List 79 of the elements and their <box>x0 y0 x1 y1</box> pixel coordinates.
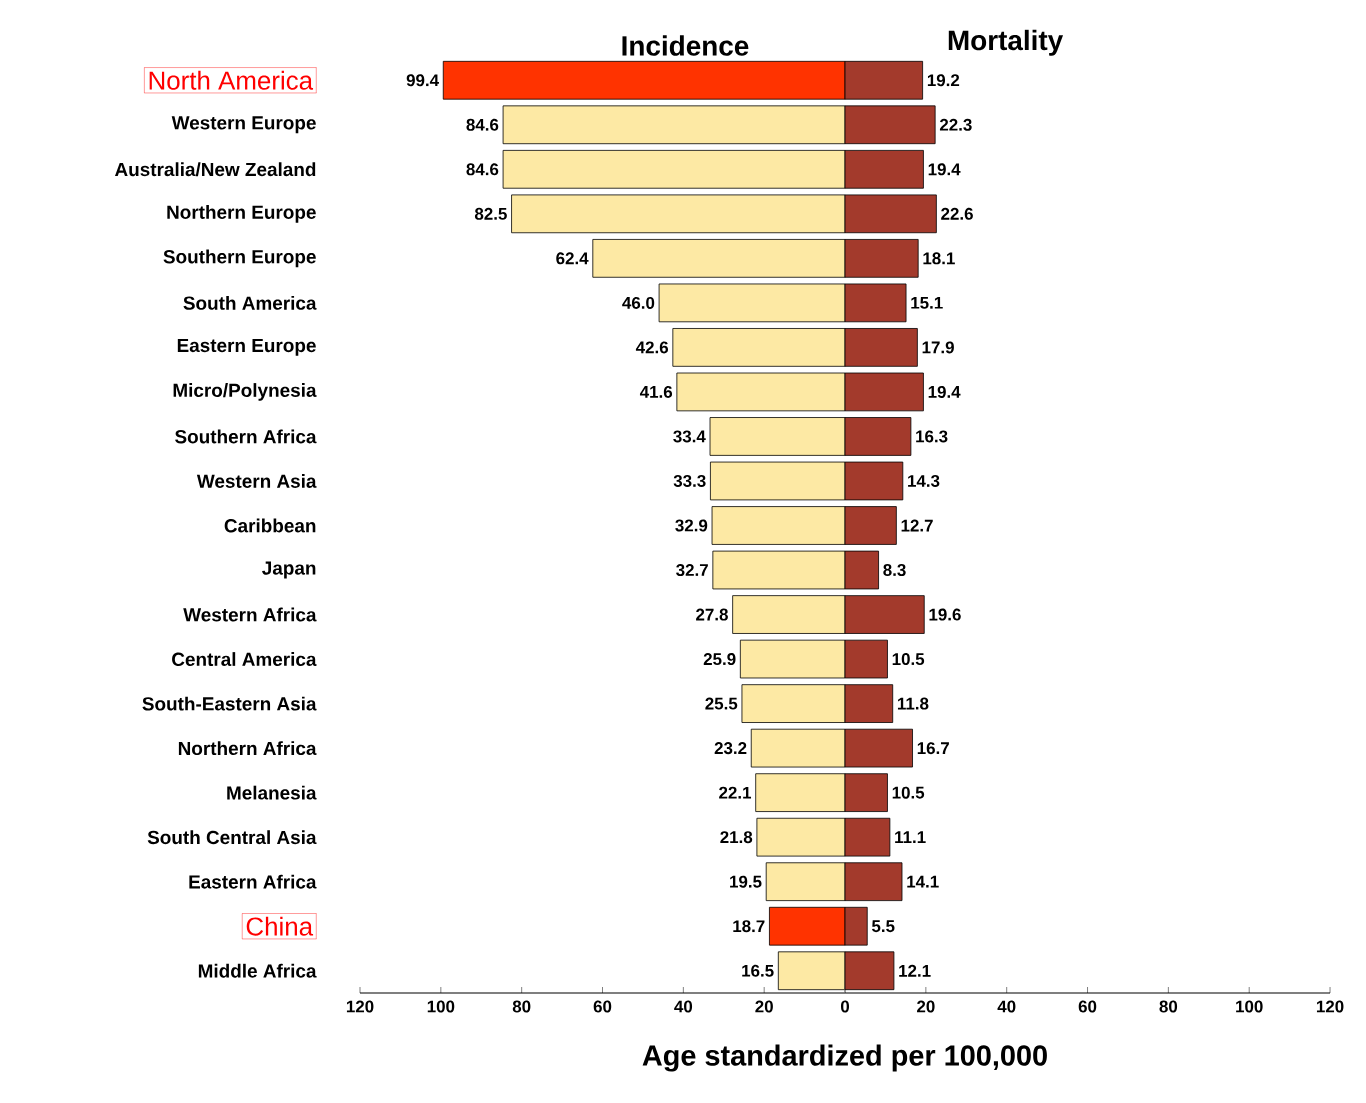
x-tick-label: 80 <box>512 1000 531 1013</box>
data-label: 84.6 <box>466 163 499 176</box>
data-label: 22.6 <box>941 207 973 220</box>
data-label: 99.4 <box>406 74 439 87</box>
data-label: 16.3 <box>916 430 948 443</box>
data-label: 82.5 <box>474 207 507 220</box>
y-tick-label: Western Africa <box>183 607 317 622</box>
y-tick-label: China <box>246 916 314 936</box>
data-label: 25.5 <box>705 697 738 710</box>
y-tick-label: Middle Africa <box>198 963 317 978</box>
data-label: 33.4 <box>673 430 706 443</box>
data-label: 23.2 <box>714 742 747 755</box>
data-label: 14.1 <box>907 875 939 888</box>
x-tick-label: 60 <box>593 1000 612 1013</box>
x-tick-label: 120 <box>1316 1000 1344 1013</box>
y-tick-label: South-Eastern Asia <box>142 696 317 711</box>
data-label: 19.4 <box>928 163 961 176</box>
data-label: 19.4 <box>928 385 961 398</box>
y-tick-label: South America <box>183 295 317 310</box>
x-tick-label: 80 <box>1159 1000 1178 1013</box>
data-label: 33.3 <box>673 474 706 487</box>
data-label: 12.1 <box>899 964 931 977</box>
x-tick-label: 20 <box>755 1000 773 1013</box>
data-label: 12.7 <box>901 519 933 532</box>
series-label: Incidence <box>622 35 749 56</box>
x-tick-label: 40 <box>674 1000 693 1013</box>
x-tick-label: 40 <box>997 1000 1016 1013</box>
data-label: 27.8 <box>696 608 728 621</box>
data-label: 41.6 <box>639 385 673 398</box>
x-tick-label: 100 <box>427 1000 455 1013</box>
x-tick-label: 20 <box>917 1000 935 1013</box>
y-tick-label: Japan <box>262 561 316 579</box>
data-label: 16.7 <box>917 742 949 755</box>
x-axis-title: Age standardized per 100,000 <box>642 1044 1047 1072</box>
x-tick-label: 0 <box>840 1000 850 1013</box>
data-label: 8.3 <box>883 564 906 577</box>
y-tick-label: Eastern Africa <box>189 874 317 889</box>
y-tick-label: Southern Africa <box>175 429 317 444</box>
data-label: 32.7 <box>676 564 708 577</box>
y-tick-label: South Central Asia <box>147 830 317 845</box>
data-label: 10.5 <box>892 786 925 799</box>
data-label: 11.1 <box>895 831 926 843</box>
y-tick-label: Northern Europe <box>167 205 316 223</box>
data-label: 62.4 <box>556 252 589 265</box>
data-label: 18.1 <box>923 252 955 265</box>
data-label: 25.9 <box>703 653 736 666</box>
y-tick-label: Southern Europe <box>163 249 316 268</box>
data-label: 19.6 <box>929 608 961 621</box>
y-tick-label: Micro/Polynesia <box>173 383 317 401</box>
data-label: 84.6 <box>466 118 499 131</box>
data-label: 42.6 <box>635 341 669 354</box>
data-label: 16.5 <box>742 964 774 977</box>
y-tick-label: Western Europe <box>171 116 316 134</box>
y-tick-label: North America <box>149 70 314 90</box>
y-tick-label: Australia/New Zealand <box>114 162 316 177</box>
y-tick-label: Northern Africa <box>178 741 317 756</box>
data-label: 22.1 <box>719 786 752 799</box>
data-label: 10.5 <box>892 653 925 666</box>
data-label: 21.8 <box>720 831 753 844</box>
x-tick-label: 60 <box>1078 1000 1097 1013</box>
y-tick-label: Eastern Europe <box>177 338 316 356</box>
data-label: 17.9 <box>922 341 954 354</box>
data-label: 14.3 <box>908 474 940 487</box>
y-tick-label: Melanesia <box>227 785 317 800</box>
data-label: 46.0 <box>622 296 655 309</box>
data-label: 19.2 <box>927 74 960 87</box>
series-label: Mortality <box>948 29 1064 56</box>
y-tick-label: Western Asia <box>196 474 317 488</box>
x-tick-label: 100 <box>1236 1000 1263 1013</box>
y-tick-label: Caribbean <box>224 518 316 533</box>
data-label: 22.3 <box>939 118 972 131</box>
data-label: 32.9 <box>675 519 708 532</box>
x-tick-label: 120 <box>346 1000 374 1013</box>
data-label: 19.5 <box>730 875 762 888</box>
data-label: 15.1 <box>911 296 943 309</box>
y-tick-label: Central America <box>172 652 317 667</box>
data-label: 5.5 <box>871 920 895 933</box>
data-label: 18.7 <box>733 920 765 933</box>
data-label: 11.8 <box>897 697 929 710</box>
